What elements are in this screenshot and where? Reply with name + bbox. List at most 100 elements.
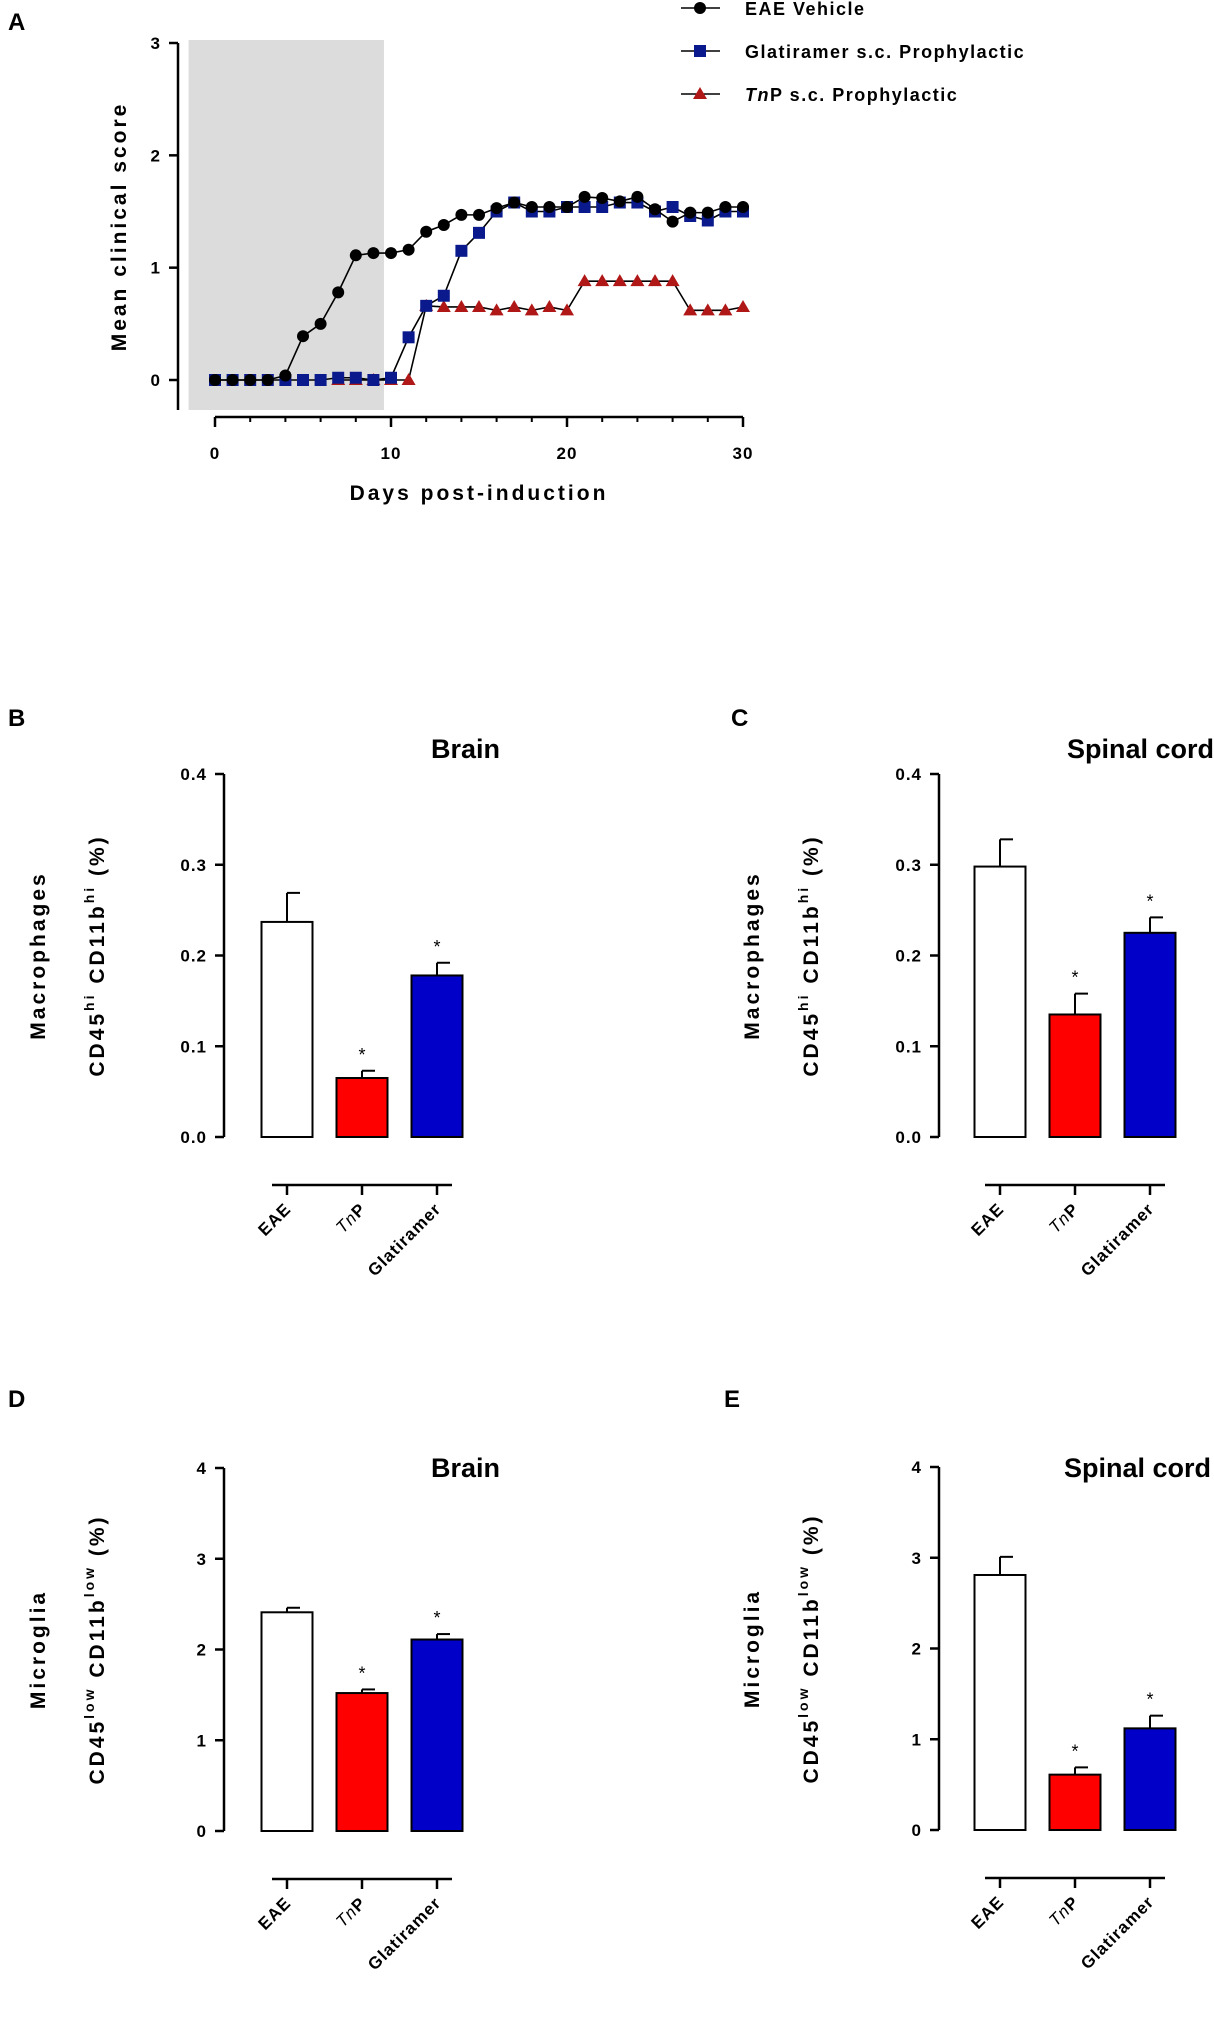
data-point (630, 274, 645, 287)
y-axis-title-part: low (81, 1565, 97, 1597)
data-point (736, 299, 750, 312)
bar (973, 1573, 1027, 1832)
x-tick-label: 30 (733, 444, 754, 463)
data-point (473, 226, 485, 239)
data-point (332, 286, 345, 299)
category-label: Glatiramer (1077, 1892, 1158, 1973)
significance-marker: * (1071, 968, 1078, 988)
data-point (454, 299, 469, 312)
legend-label-italic: Tn (745, 85, 770, 105)
data-point (700, 303, 715, 316)
category-label: TnP (332, 1893, 370, 1931)
data-point (420, 225, 433, 238)
data-point (261, 374, 274, 386)
y-tick-label: 1 (197, 1731, 207, 1750)
data-point (314, 317, 327, 330)
chart-title: Spinal cord (1064, 1453, 1211, 1483)
y-tick-label: 3 (197, 1550, 207, 1569)
y-tick-label: 0.3 (895, 856, 922, 875)
x-tick-label: 20 (557, 444, 578, 463)
y-tick-label: 2 (151, 146, 161, 165)
data-point (596, 201, 609, 214)
panel-letter-e: E (724, 1386, 740, 1413)
y-axis-title-part: hi (795, 885, 811, 903)
data-point (737, 201, 749, 214)
y-axis-title-line2: CD45hi CD11bhi (%) (81, 834, 109, 1076)
bar (1048, 1773, 1102, 1831)
bar (335, 1077, 389, 1138)
series-line (338, 280, 744, 381)
category-label: TnP (1045, 1892, 1083, 1930)
data-point (473, 208, 485, 221)
y-tick-label: 0.0 (180, 1128, 207, 1147)
y-tick-label: 0.1 (180, 1037, 207, 1056)
data-point (455, 208, 468, 221)
data-point (577, 274, 592, 287)
y-tick-label: 0.2 (895, 947, 922, 966)
data-point (472, 299, 486, 312)
panel-letter-a: A (8, 9, 25, 36)
x-tick-label: 0 (210, 444, 220, 463)
data-point (436, 299, 451, 312)
significance-marker: * (1071, 1741, 1078, 1761)
data-point (244, 374, 257, 386)
y-axis-title-line1: Macrophages (27, 871, 50, 1039)
bar (260, 1611, 314, 1832)
data-point (489, 303, 504, 316)
bar (1123, 1727, 1177, 1831)
y-axis-title-part: hi (81, 993, 97, 1011)
bar (1123, 931, 1177, 1138)
bar (260, 920, 314, 1138)
legend-label: TnP s.c. Prophylactic (745, 85, 958, 105)
data-point (226, 374, 239, 386)
data-point (314, 374, 327, 386)
bar (335, 1692, 389, 1833)
y-tick-label: 2 (197, 1641, 207, 1660)
y-tick-label: 4 (197, 1459, 207, 1478)
y-axis-title-part: low (795, 1686, 811, 1718)
y-axis-title-part: CD11b (800, 1596, 823, 1685)
category-label: EAE (968, 1199, 1008, 1239)
data-point (596, 192, 609, 205)
data-point (507, 299, 522, 312)
significance-marker: * (1146, 891, 1153, 911)
y-axis-title-part: CD45 (86, 1719, 109, 1785)
data-point (560, 303, 574, 316)
series-circle (209, 190, 749, 386)
data-point (719, 201, 732, 214)
y-axis-title-line2: CD45low CD11blow (%) (795, 1513, 823, 1783)
y-tick-label: 0.3 (180, 856, 207, 875)
data-point (578, 190, 591, 203)
y-axis-title-part: low (81, 1687, 97, 1719)
y-axis-title-part: CD45 (800, 1011, 823, 1077)
data-point (631, 190, 644, 203)
legend-label: EAE Vehicle (745, 0, 866, 19)
y-axis-title-part: CD45 (86, 1011, 109, 1077)
bar (410, 974, 464, 1139)
data-point (455, 244, 468, 257)
category-label: Glatiramer (364, 1893, 445, 1974)
category-label: EAE (255, 1893, 295, 1933)
y-tick-label: 1 (912, 1730, 922, 1749)
category-label: EAE (968, 1892, 1008, 1932)
data-point (297, 374, 309, 386)
data-point (595, 274, 610, 287)
bar (1048, 1013, 1102, 1138)
x-tick-label: 10 (381, 444, 402, 463)
y-axis-title-part: hi (81, 885, 97, 903)
data-point (279, 369, 292, 382)
data-point (612, 274, 627, 287)
legend-marker (694, 45, 706, 57)
chart-title: Spinal cord (1067, 734, 1214, 764)
data-point (718, 303, 733, 316)
y-axis-title-line1: Microglia (741, 1589, 764, 1708)
data-point (543, 201, 556, 214)
data-point (367, 374, 380, 386)
y-axis-title: Mean clinical score (108, 102, 131, 352)
data-point (385, 247, 397, 260)
significance-marker: * (358, 1663, 365, 1683)
data-point (490, 202, 503, 215)
